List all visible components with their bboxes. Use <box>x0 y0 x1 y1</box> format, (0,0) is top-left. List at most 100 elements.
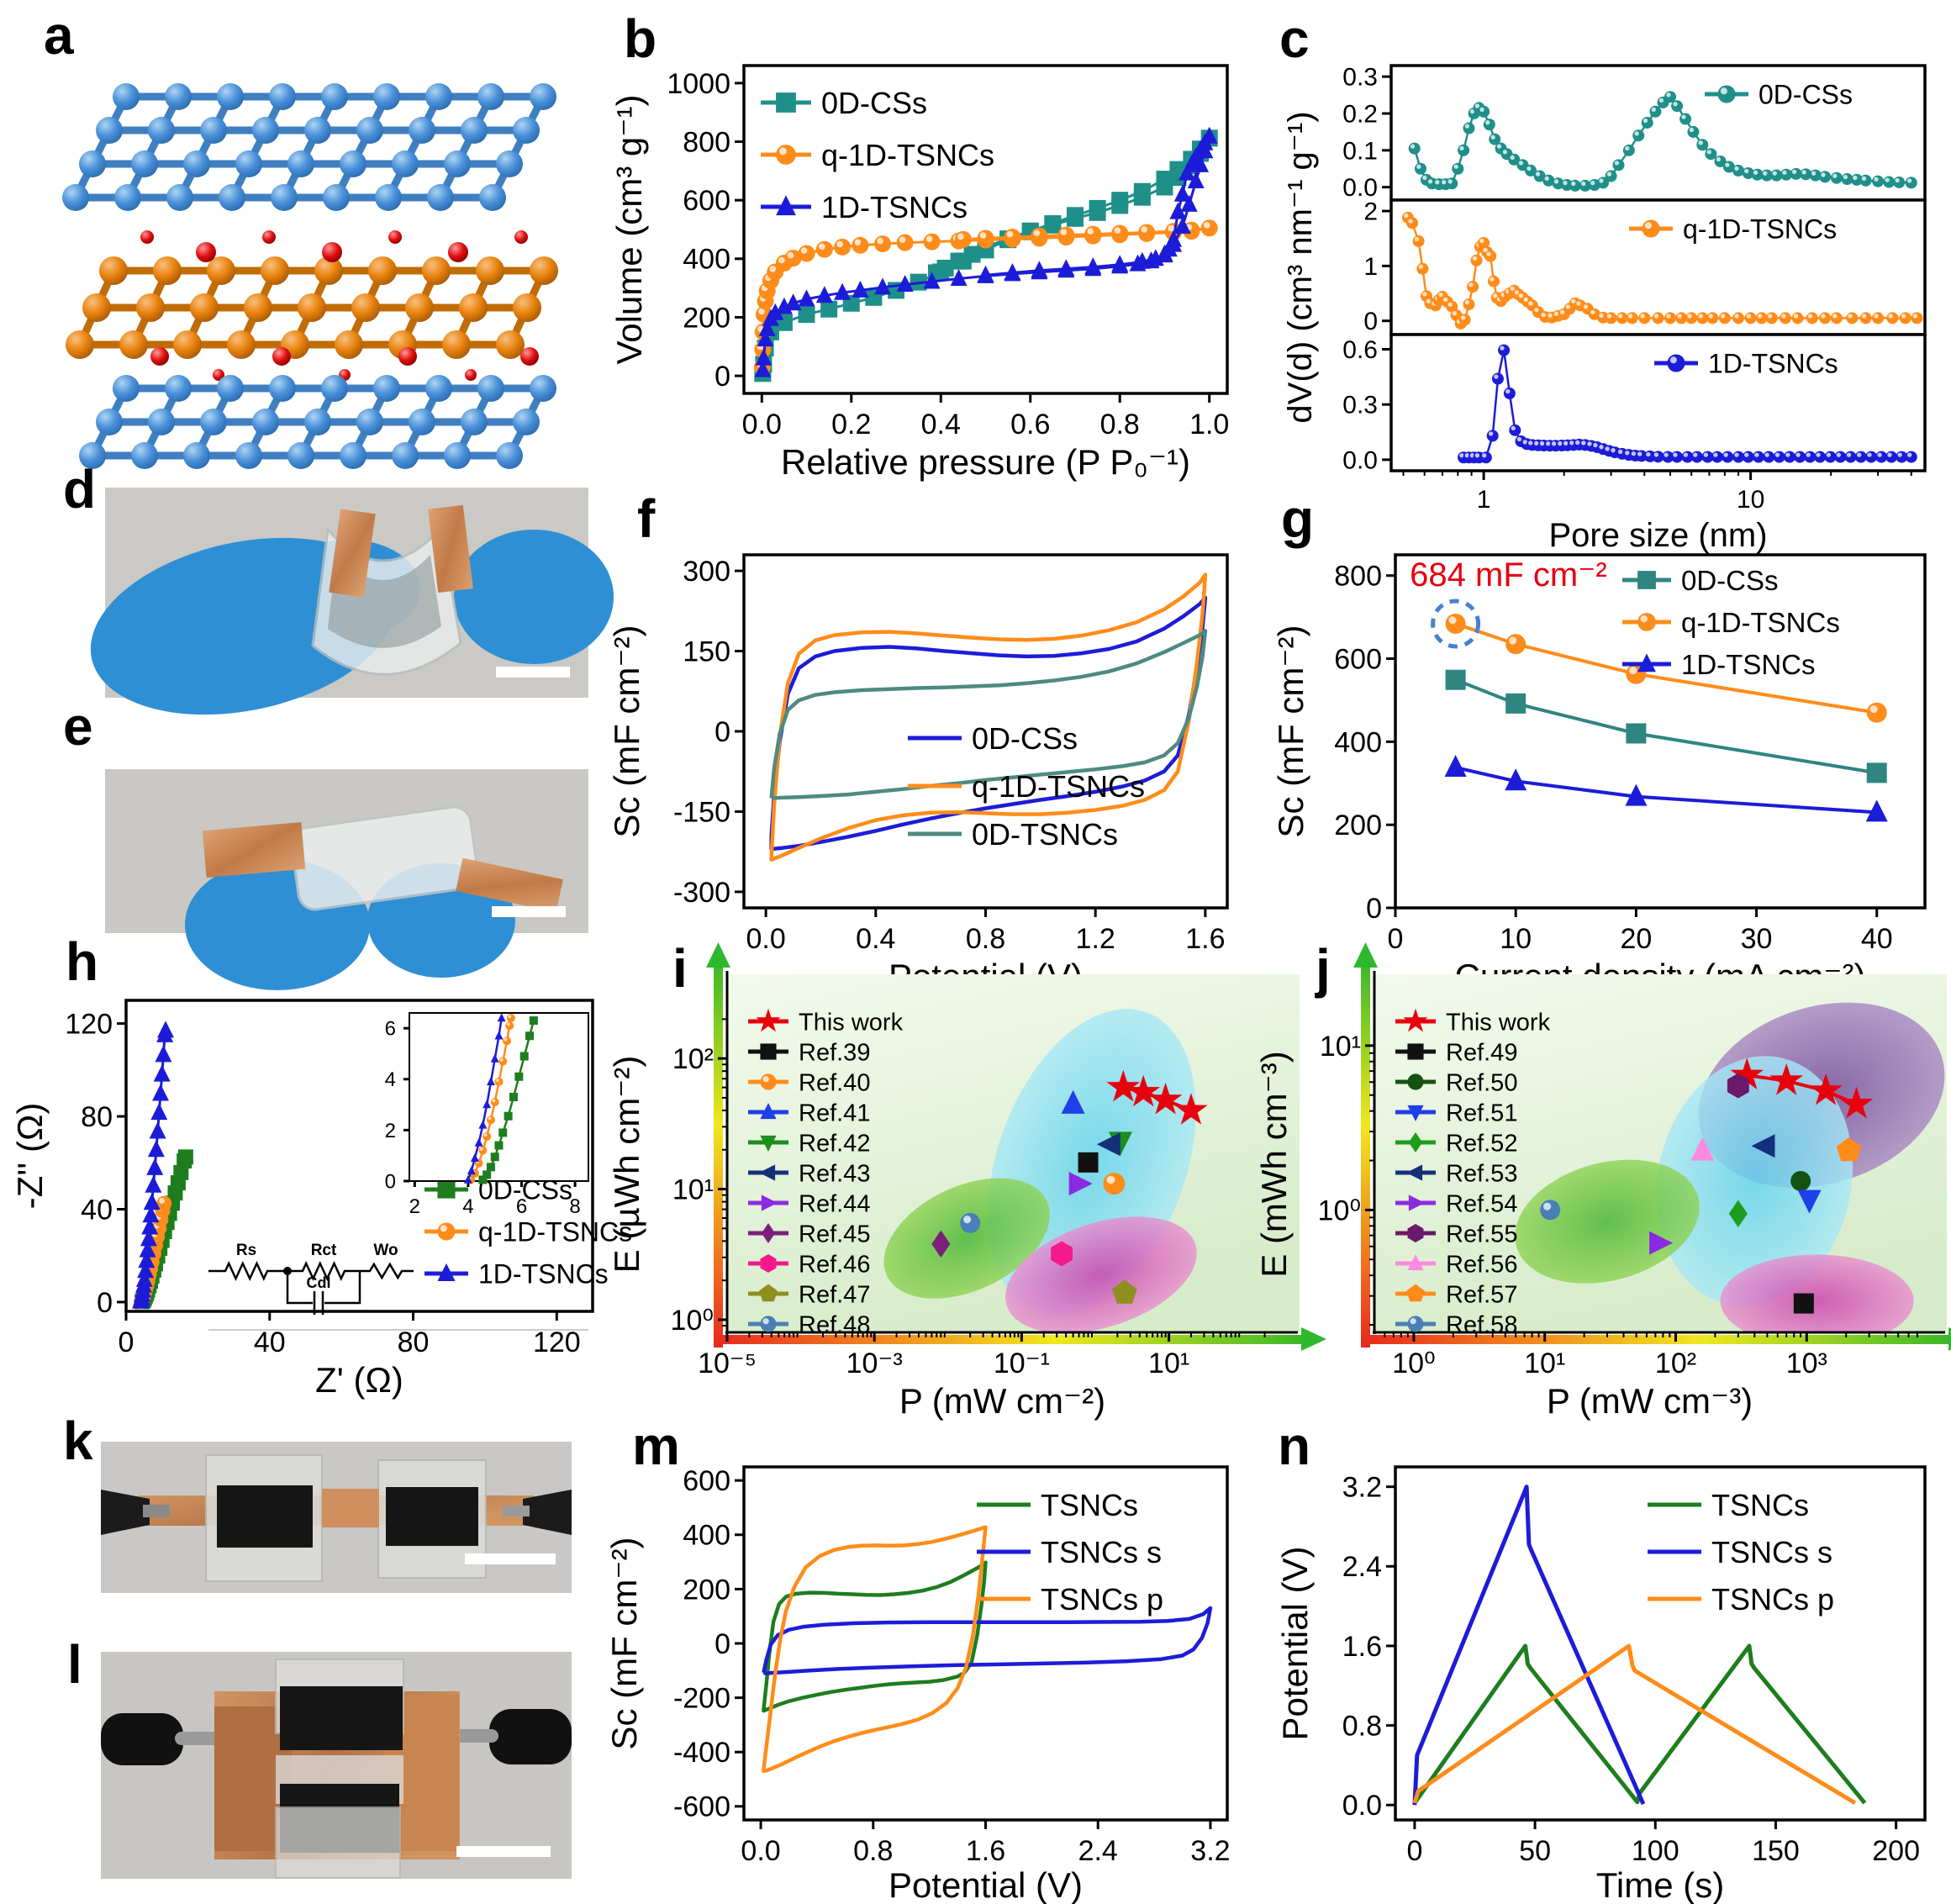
svg-text:0: 0 <box>714 361 730 393</box>
svg-text:0: 0 <box>385 1170 396 1193</box>
svg-text:Ref.51: Ref.51 <box>1446 1100 1517 1126</box>
svg-text:Ref.55: Ref.55 <box>1446 1221 1517 1247</box>
svg-text:30: 30 <box>1741 923 1773 955</box>
svg-text:600: 600 <box>1334 643 1382 675</box>
svg-text:Ref.46: Ref.46 <box>799 1251 870 1278</box>
chart-c2: 0 1 2 dV(d) (cm³ nm⁻¹ g⁻¹) q-1D-TSNCs <box>1282 111 1927 424</box>
svg-text:0.0: 0.0 <box>1342 1790 1382 1822</box>
svg-text:800: 800 <box>1334 561 1382 593</box>
svg-text:Ref.48: Ref.48 <box>799 1311 870 1338</box>
svg-text:Sc (mF cm⁻²): Sc (mF cm⁻²) <box>1271 625 1310 837</box>
svg-text:0D-CSs: 0D-CSs <box>1759 80 1853 110</box>
panel-label-a: a <box>44 5 74 66</box>
svg-text:0.8: 0.8 <box>1100 409 1140 440</box>
svg-text:80: 80 <box>398 1326 430 1358</box>
svg-text:10⁰: 10⁰ <box>671 1305 714 1337</box>
svg-text:0: 0 <box>714 1628 730 1660</box>
svg-text:10¹: 10¹ <box>1524 1348 1565 1379</box>
svg-text:dV(d) (cm³ nm⁻¹ g⁻¹): dV(d) (cm³ nm⁻¹ g⁻¹) <box>1282 111 1319 423</box>
svg-text:2: 2 <box>1363 198 1378 226</box>
svg-text:400: 400 <box>683 1520 730 1552</box>
svg-text:Ref.52: Ref.52 <box>1446 1130 1517 1157</box>
schematic-layered-structure <box>62 83 558 469</box>
photo-two-cells-in-series <box>101 1442 572 1593</box>
svg-text:0.0: 0.0 <box>1342 446 1378 474</box>
panel-label-n: n <box>1278 1416 1311 1476</box>
svg-text:3.2: 3.2 <box>1342 1472 1382 1504</box>
chart-c1: 0.0 0.1 0.2 0.3 0D-CSs <box>1342 64 1927 209</box>
scale-bar <box>496 667 570 678</box>
svg-text:Ref.57: Ref.57 <box>1446 1281 1517 1308</box>
panel-label-b: b <box>624 8 657 69</box>
svg-text:0.8: 0.8 <box>966 923 1005 955</box>
svg-text:8: 8 <box>569 1195 580 1218</box>
svg-text:40: 40 <box>254 1326 286 1358</box>
svg-text:0.0: 0.0 <box>741 1835 780 1867</box>
svg-text:0.0: 0.0 <box>1342 174 1378 202</box>
svg-text:-400: -400 <box>673 1737 730 1769</box>
svg-text:10¹: 10¹ <box>1148 1348 1189 1379</box>
svg-text:-Z'' (Ω): -Z'' (Ω) <box>10 1103 50 1210</box>
svg-text:10²: 10² <box>1655 1348 1696 1379</box>
svg-text:Pore size (nm): Pore size (nm) <box>1548 517 1767 554</box>
svg-text:Potential (V): Potential (V) <box>888 1865 1083 1904</box>
svg-text:Ref.54: Ref.54 <box>1446 1190 1517 1217</box>
svg-text:Relative pressure (P P₀⁻¹): Relative pressure (P P₀⁻¹) <box>781 442 1190 482</box>
svg-text:E (mWh cm⁻³): E (mWh cm⁻³) <box>1254 1051 1294 1277</box>
svg-text:600: 600 <box>683 1465 730 1497</box>
svg-text:0D-CSs: 0D-CSs <box>1681 565 1779 596</box>
svg-text:150: 150 <box>1752 1835 1800 1867</box>
svg-text:Ref.56: Ref.56 <box>1446 1251 1517 1278</box>
svg-text:6: 6 <box>516 1195 527 1218</box>
svg-text:3.2: 3.2 <box>1190 1835 1230 1867</box>
svg-text:40: 40 <box>81 1194 113 1226</box>
svg-text:0.6: 0.6 <box>1010 409 1050 440</box>
chart-n: 0 50 100 150 200 Time (s) 0.0 0.8 1.6 2.4 3.2 Poten… <box>1275 1465 1927 1904</box>
svg-text:0: 0 <box>714 716 730 748</box>
panel-label-e: e <box>63 696 93 757</box>
chart-c3: 1 10 Pore size (nm) 0.0 0.3 0.6 1D-TSNCs <box>1342 333 1927 554</box>
svg-text:10²: 10² <box>672 1043 714 1075</box>
svg-text:0.2: 0.2 <box>1342 100 1378 128</box>
svg-text:-200: -200 <box>673 1683 730 1715</box>
svg-text:1.6: 1.6 <box>1342 1631 1382 1663</box>
svg-text:10: 10 <box>1737 486 1764 514</box>
svg-text:1D-TSNCs: 1D-TSNCs <box>478 1259 609 1290</box>
svg-text:20: 20 <box>1620 923 1652 955</box>
svg-text:Time (s): Time (s) <box>1596 1865 1724 1904</box>
svg-text:Ref.47: Ref.47 <box>799 1281 870 1308</box>
svg-text:100: 100 <box>1632 1835 1679 1867</box>
svg-text:-300: -300 <box>673 877 730 909</box>
svg-text:10⁻³: 10⁻³ <box>846 1348 903 1379</box>
svg-text:50: 50 <box>1519 1835 1551 1867</box>
svg-text:This work: This work <box>1446 1009 1551 1036</box>
svg-text:2.4: 2.4 <box>1078 1835 1118 1867</box>
svg-text:0: 0 <box>119 1326 134 1358</box>
svg-text:Ref.41: Ref.41 <box>799 1100 870 1126</box>
svg-text:200: 200 <box>1872 1835 1920 1867</box>
svg-text:Ref.42: Ref.42 <box>799 1130 870 1157</box>
svg-text:1.0: 1.0 <box>1189 409 1229 440</box>
svg-text:200: 200 <box>683 1574 730 1606</box>
svg-text:q-1D-TSNCs: q-1D-TSNCs <box>478 1217 632 1247</box>
svg-text:4: 4 <box>462 1195 473 1218</box>
svg-text:Z' (Ω): Z' (Ω) <box>315 1360 403 1400</box>
svg-text:10: 10 <box>1500 923 1532 955</box>
svg-text:0.0: 0.0 <box>746 923 786 955</box>
svg-text:200: 200 <box>1334 810 1382 841</box>
svg-text:0: 0 <box>97 1287 113 1319</box>
svg-text:Wo: Wo <box>373 1242 398 1259</box>
svg-text:P (mW cm⁻³): P (mW cm⁻³) <box>1547 1381 1753 1421</box>
svg-text:Ref.40: Ref.40 <box>799 1069 870 1096</box>
svg-text:This work: This work <box>799 1009 904 1036</box>
panel-label-g: g <box>1281 488 1315 549</box>
svg-text:10⁻¹: 10⁻¹ <box>994 1348 1050 1379</box>
svg-text:-150: -150 <box>673 796 730 828</box>
svg-text:600: 600 <box>683 185 730 217</box>
panel-label-f: f <box>637 488 656 549</box>
scale-bar <box>465 1553 556 1564</box>
svg-text:10³: 10³ <box>1786 1348 1827 1379</box>
panel-label-j: j <box>1316 938 1331 999</box>
